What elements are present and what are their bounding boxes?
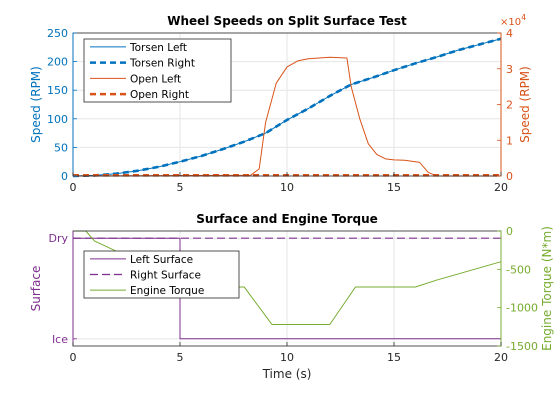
x-tick-label: 5	[177, 181, 184, 194]
legend-label: Left Surface	[130, 254, 193, 266]
right-tick-label: -1000	[506, 302, 538, 315]
chart-title: Wheel Speeds on Split Surface Test	[167, 14, 407, 28]
left-axis-label: Speed (RPM)	[29, 66, 43, 143]
right-tick-label: 2	[506, 99, 513, 112]
exponent-base: ×10	[500, 17, 521, 28]
series-line-3	[72, 56, 501, 177]
exponent-power: 4	[521, 13, 526, 22]
right-tick-label: -1500	[506, 340, 538, 353]
x-tick-label: 15	[387, 181, 401, 194]
right-axis-label: Speed (RPM)	[518, 66, 532, 143]
right-tick-label: 0	[506, 225, 513, 238]
left-tick-label: 250	[47, 27, 68, 40]
x-tick-label: 15	[387, 351, 401, 364]
legend-label: Torsen Right	[129, 58, 195, 70]
left-tick-label: 200	[47, 56, 68, 69]
surface-torque-chart: 0 5 10 15 20 Ice Dry 0 -500 -1000 -1500 Surface and…	[29, 212, 554, 381]
right-tick-label: 3	[506, 63, 513, 76]
left-tick-label: 100	[47, 113, 68, 126]
legend-label: Engine Torque	[130, 285, 204, 297]
x-tick-label: 10	[280, 351, 294, 364]
legend-label: Open Left	[130, 73, 181, 85]
legend-label: Torsen Left	[129, 42, 187, 54]
left-tick-label: 50	[54, 141, 68, 154]
x-tick-label: 10	[280, 181, 294, 194]
x-tick-label: 20	[494, 181, 508, 194]
left-tick-label: 0	[61, 170, 68, 183]
right-axis-label: Engine Torque (N*m)	[540, 226, 554, 351]
right-tick-label: 0	[506, 170, 513, 183]
x-axis-label: Time (s)	[262, 367, 312, 381]
legend-box	[83, 38, 232, 103]
right-tick-label: -500	[506, 263, 531, 276]
left-axis-label: Surface	[29, 266, 43, 312]
x-tick-label: 5	[177, 351, 184, 364]
right-tick-label: 4	[506, 27, 513, 40]
legend-label: Open Right	[130, 89, 189, 101]
chart-title: Surface and Engine Torque	[196, 212, 378, 226]
left-tick-label: Dry	[48, 232, 68, 245]
left-tick-label: Ice	[52, 333, 68, 346]
exponent-label: ×104	[500, 13, 526, 28]
x-tick-label: 20	[494, 351, 508, 364]
x-tick-label: 0	[70, 351, 77, 364]
series-line-2	[72, 37, 502, 178]
left-tick-label: 150	[47, 84, 68, 97]
legend-label: Right Surface	[130, 270, 201, 282]
x-tick-label: 0	[70, 181, 77, 194]
right-tick-label: 1	[506, 134, 513, 147]
